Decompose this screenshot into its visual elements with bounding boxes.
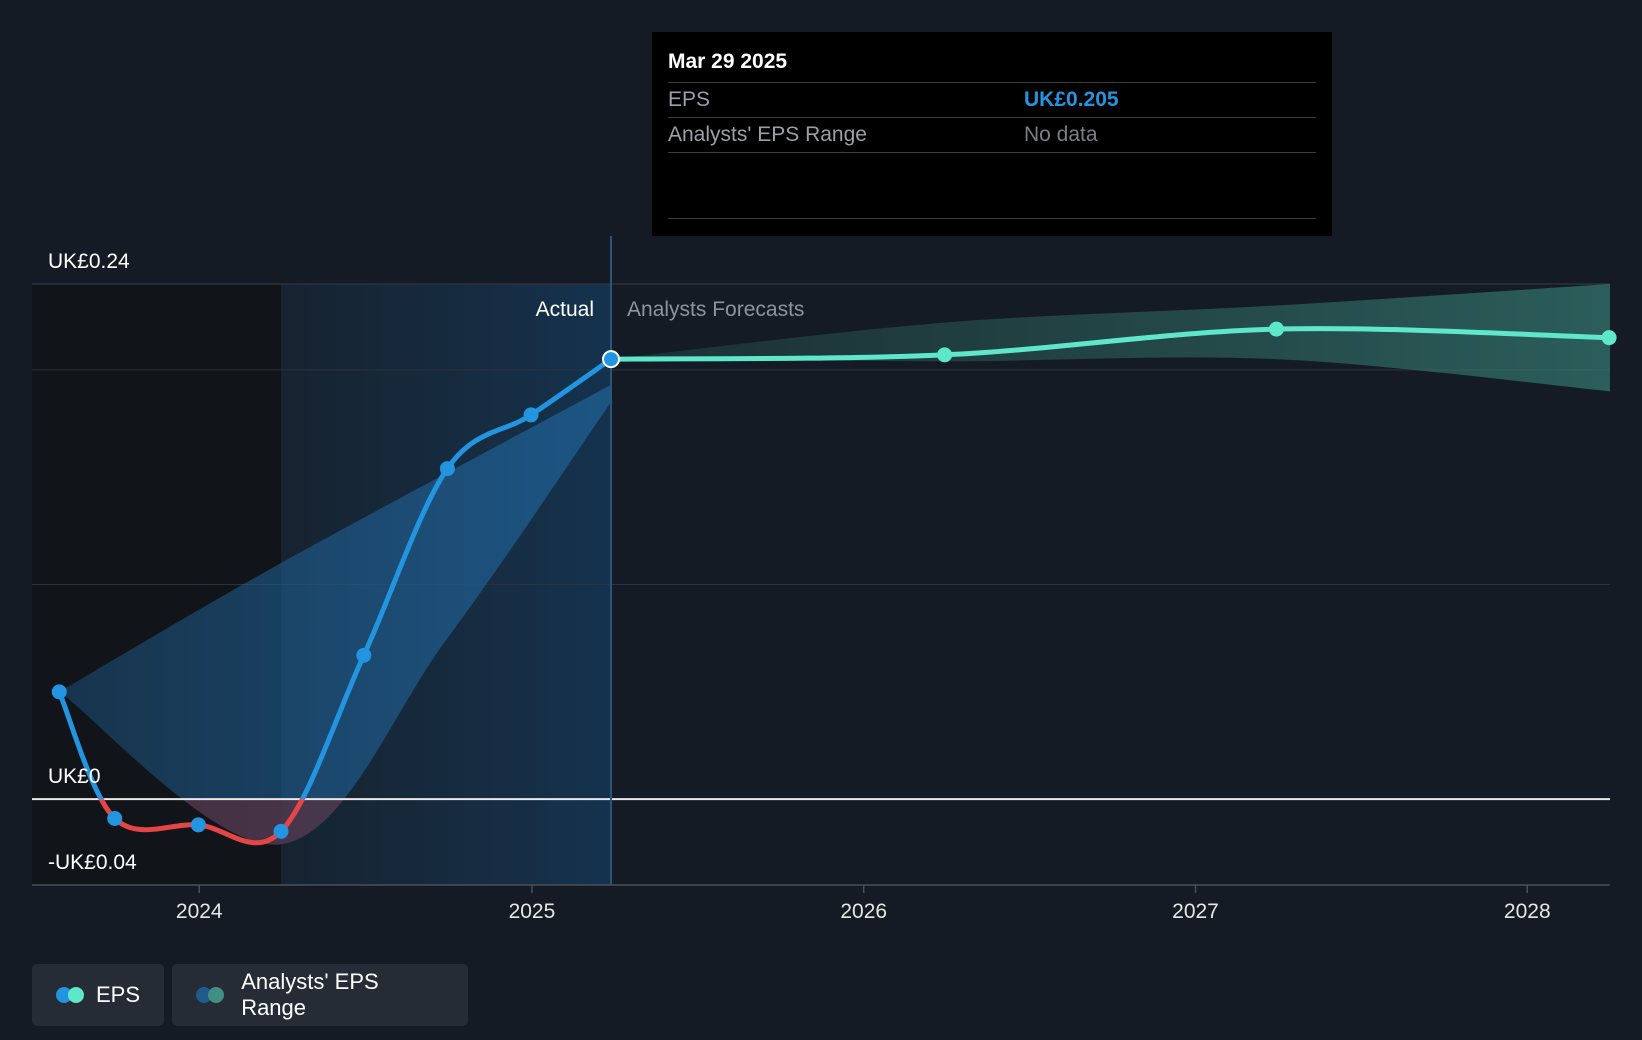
y-tick-label: UK£0	[48, 765, 101, 788]
eps-forecast-point[interactable]	[1601, 330, 1617, 346]
legend-item-eps-range[interactable]: Analysts' EPS Range	[172, 964, 468, 1026]
tooltip-range-label: Analysts' EPS Range	[668, 123, 867, 146]
eps-legend-icon	[56, 987, 84, 1003]
tooltip-eps-label: EPS	[668, 88, 711, 111]
tooltip-eps-value: UK£0.205	[1024, 88, 1119, 111]
eps-point[interactable]	[356, 647, 372, 663]
eps-point-highlighted[interactable]	[602, 350, 621, 369]
tooltip: Mar 29 2025 EPS UK£0.205 Analysts' EPS R…	[652, 32, 1332, 236]
negative-area-tint	[182, 799, 344, 845]
eps-point[interactable]	[439, 461, 455, 477]
eps-point[interactable]	[51, 684, 67, 700]
eps-forecast-point[interactable]	[937, 347, 953, 363]
eps-point[interactable]	[523, 407, 539, 423]
actual-label: Actual	[536, 298, 594, 321]
legend-eps-label: EPS	[95, 982, 140, 1007]
eps-point[interactable]	[273, 823, 289, 839]
x-tick-label: 2024	[176, 900, 223, 923]
eps-point[interactable]	[107, 810, 123, 826]
y-tick-label: -UK£0.04	[48, 851, 137, 874]
legend-eps-range-label: Analysts' EPS Range	[241, 969, 379, 1020]
eps-line-negative	[98, 799, 306, 846]
eps-line	[56, 356, 614, 800]
tooltip-row-range: Analysts' EPS Range No data	[668, 118, 1316, 153]
eps-range-legend-icon	[196, 987, 225, 1003]
x-tick-label: 2027	[1172, 900, 1219, 923]
forecast-label: Analysts Forecasts	[627, 298, 804, 321]
legend-item-eps[interactable]: EPS	[32, 964, 164, 1026]
analysts-eps-range-past-area	[59, 384, 612, 845]
eps-point[interactable]	[190, 817, 206, 833]
eps-forecast-line	[608, 326, 1612, 362]
analysts-eps-range-forecast-area	[611, 284, 1610, 392]
tooltip-divider	[668, 218, 1316, 219]
x-tick-label: 2025	[509, 900, 556, 923]
x-tick-label: 2026	[840, 900, 887, 923]
eps-forecast-point[interactable]	[1268, 321, 1284, 337]
tooltip-range-value: No data	[1024, 123, 1098, 146]
y-tick-label: UK£0.24	[48, 250, 130, 273]
x-tick-label: 2028	[1504, 900, 1551, 923]
tooltip-row-eps: EPS UK£0.205	[668, 83, 1316, 118]
tooltip-date: Mar 29 2025	[668, 48, 1316, 83]
